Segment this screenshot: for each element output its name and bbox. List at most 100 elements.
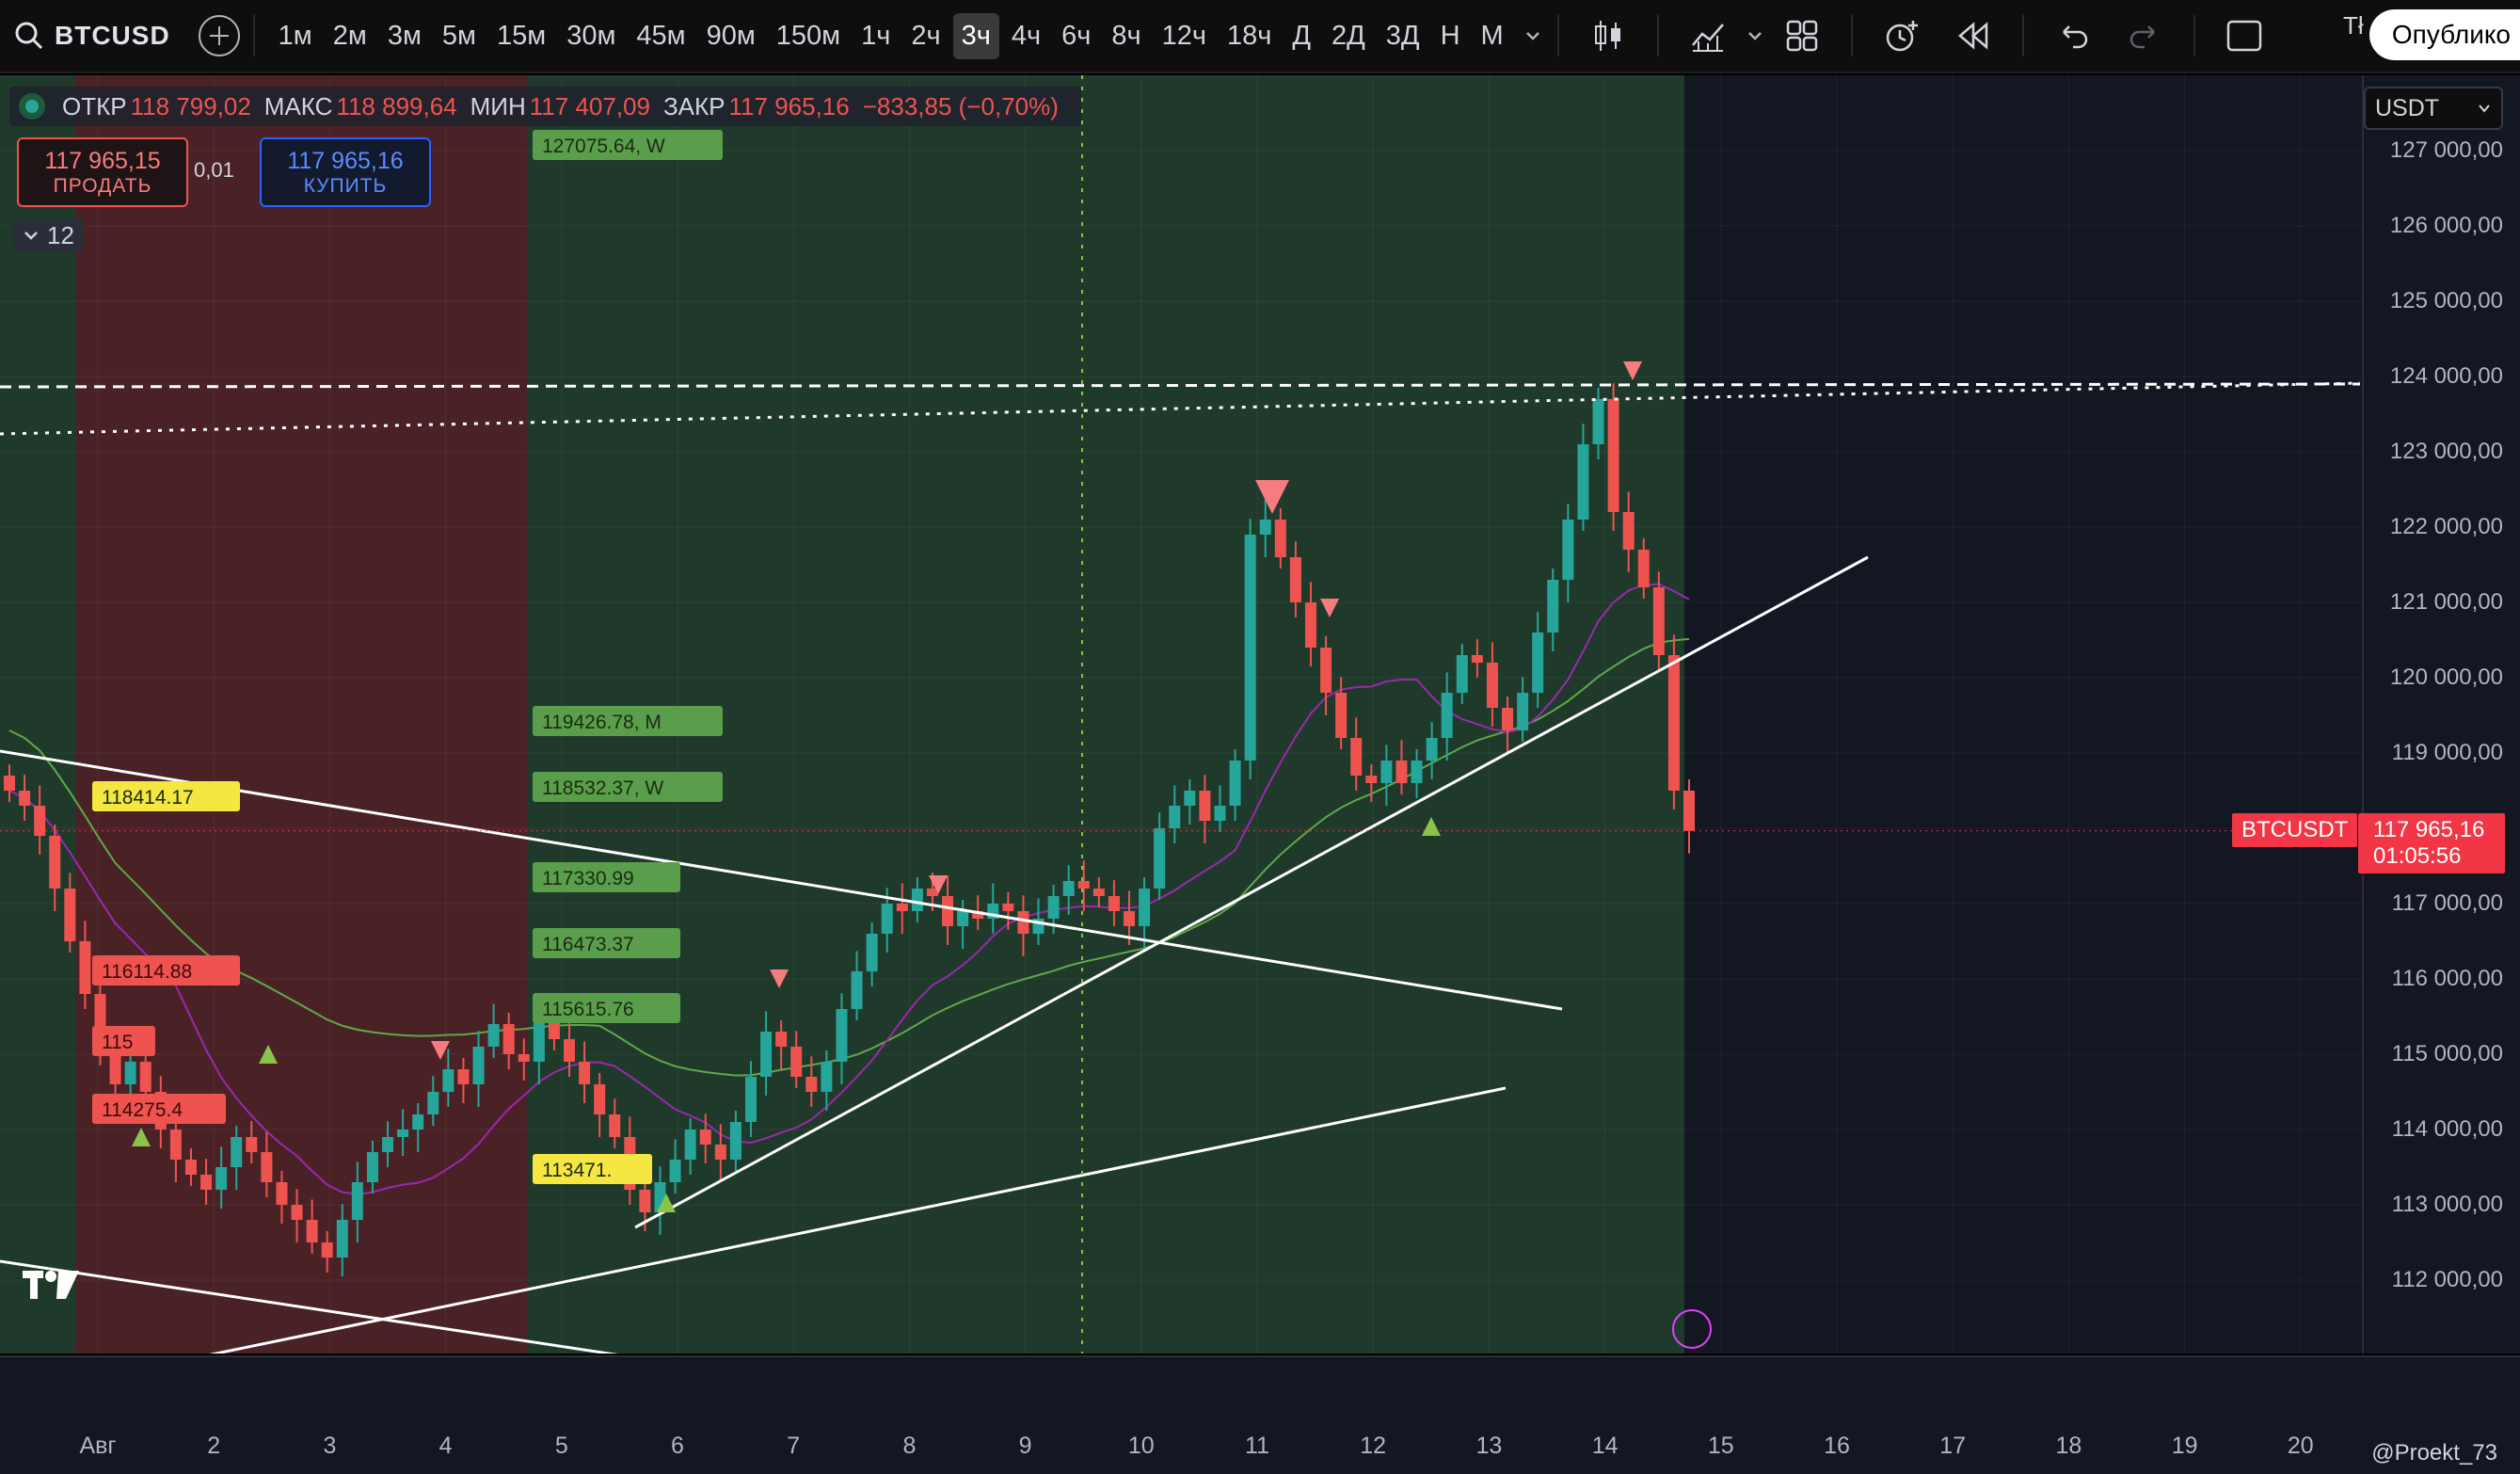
- interval-2[interactable]: 3м: [387, 20, 422, 51]
- interval-9[interactable]: 1ч: [861, 20, 891, 51]
- divider: [1656, 15, 1659, 56]
- candle-body: [1517, 693, 1529, 730]
- time-axis-label: 3: [323, 1433, 337, 1459]
- chevron-down-icon: [24, 232, 38, 240]
- interval-17[interactable]: Д: [1292, 20, 1312, 51]
- interval-6[interactable]: 45м: [636, 20, 686, 51]
- interval-3[interactable]: 5м: [441, 20, 476, 51]
- candle-body: [1304, 602, 1316, 648]
- time-axis-label: 11: [1245, 1433, 1269, 1459]
- price-axis[interactable]: 127 000,00 126 000,00 125 000,00 124 000,00…: [2362, 75, 2520, 1354]
- interval-21[interactable]: М: [1480, 20, 1504, 51]
- sell-price: 117 965,15: [44, 147, 161, 174]
- interval-1[interactable]: 2м: [332, 20, 367, 51]
- candle-body: [564, 1039, 575, 1062]
- candle-body: [533, 1017, 545, 1062]
- level-label: 127075.64, W: [542, 136, 665, 157]
- interval-10[interactable]: 2ч: [911, 20, 941, 51]
- currency-select[interactable]: USDT: [2364, 87, 2503, 130]
- candlestick-chart[interactable]: 127075.64, W 119426.78, M 118532.37, W 1173…: [0, 75, 2362, 1354]
- interval-19[interactable]: 3Д: [1385, 20, 1420, 51]
- open-label: ОТКР: [62, 91, 127, 120]
- symbol-search[interactable]: BTCUSD: [13, 20, 170, 52]
- candle-body: [1335, 693, 1348, 738]
- interval-12[interactable]: 4ч: [1011, 20, 1042, 51]
- low-label: МИН: [470, 91, 526, 120]
- top-toolbar: BTCUSD 1м 2м 3м 5м 15м 30м 45м 90м 150м 1ч 2ч 3ч 4ч 6…: [0, 0, 2520, 73]
- chevron-down-icon[interactable]: [1744, 24, 1766, 47]
- layouts-icon[interactable]: [1781, 15, 1823, 56]
- status-dot-icon: [19, 93, 45, 120]
- candle-body: [321, 1242, 333, 1258]
- indicators-collapse-button[interactable]: 12: [13, 218, 84, 252]
- watermark-text: @Proekt_73: [2371, 1440, 2497, 1466]
- interval-16[interactable]: 18ч: [1227, 20, 1272, 51]
- level-label: 118532.37, W: [542, 777, 663, 799]
- candle-body: [881, 904, 893, 934]
- interval-11[interactable]: 3ч: [952, 12, 999, 59]
- candle-body: [790, 1047, 803, 1077]
- red-zone: [75, 75, 527, 1354]
- interval-7[interactable]: 90м: [706, 20, 756, 51]
- candle-body: [1577, 444, 1589, 520]
- interval-20[interactable]: Н: [1440, 20, 1460, 51]
- open-value: 118 799,02: [130, 91, 251, 120]
- level-label-bg: [533, 130, 723, 160]
- buy-button[interactable]: 117 965,16 КУПИТЬ: [260, 137, 431, 207]
- price-axis-label: 119 000,00: [2391, 740, 2503, 765]
- interval-14[interactable]: 8ч: [1111, 20, 1141, 51]
- candle-body: [942, 896, 954, 926]
- spread-value: 0,01: [194, 158, 234, 182]
- bar-style-icon[interactable]: [1587, 15, 1629, 56]
- chevron-down-icon[interactable]: [1522, 24, 1544, 47]
- chevron-down-icon: [2479, 104, 2490, 113]
- price-axis-label: 117 000,00: [2391, 890, 2503, 916]
- candle-body: [246, 1137, 258, 1152]
- candle-body: [442, 1069, 455, 1092]
- undo-icon[interactable]: [2052, 15, 2094, 56]
- candle-body: [1456, 655, 1468, 693]
- interval-4[interactable]: 15м: [496, 20, 547, 51]
- interval-13[interactable]: 6ч: [1061, 20, 1092, 51]
- candle-body: [457, 1069, 470, 1084]
- time-axis-label: 8: [902, 1433, 917, 1459]
- price-axis-label: 112 000,00: [2391, 1267, 2503, 1292]
- alert-icon[interactable]: [1881, 15, 1922, 56]
- divider: [1850, 15, 1853, 56]
- interval-15[interactable]: 12ч: [1161, 20, 1206, 51]
- redo-icon[interactable]: [2124, 15, 2165, 56]
- toolbar-extra-label: Tł: [2343, 11, 2364, 40]
- interval-18[interactable]: 2Д: [1332, 20, 1365, 51]
- chart-pane[interactable]: 127075.64, W 119426.78, M 118532.37, W 1173…: [0, 75, 2362, 1354]
- level-label-bg: [533, 772, 723, 802]
- level-label-bg: [533, 862, 680, 892]
- candle-body: [1289, 557, 1301, 602]
- interval-8[interactable]: 150м: [775, 20, 841, 51]
- candle-body: [1471, 655, 1483, 663]
- time-axis[interactable]: @Proekt_73 Авг 2 3 4 5 6 7 8 9 10 11 12 13 14 15 16 17 18…: [0, 1271, 2520, 1474]
- interval-0[interactable]: 1м: [278, 20, 312, 51]
- last-price-tag: 117 965,16 01:05:56: [2358, 813, 2505, 873]
- add-symbol-icon[interactable]: [198, 15, 240, 56]
- candle-body: [1426, 738, 1438, 761]
- ohlc-legend: ОТКР 118 799,02 МАКС 118 899,64 МИН 117 407…: [9, 87, 1081, 126]
- candle-body: [1607, 399, 1619, 512]
- interval-5[interactable]: 30м: [566, 20, 616, 51]
- candle-body: [291, 1205, 303, 1220]
- green-zone: [0, 75, 75, 1354]
- level-label-bg: [92, 781, 240, 811]
- time-axis-label: 6: [671, 1433, 684, 1459]
- trend-line: [0, 1259, 618, 1354]
- price-axis-label: 123 000,00: [2389, 439, 2503, 464]
- interval-list: 1м 2м 3м 5м 15м 30м 45м 90м 150м 1ч 2ч 3ч 4ч 6ч 8ч 12ч 1…: [268, 12, 1514, 59]
- indicators-icon[interactable]: [1687, 15, 1729, 56]
- signal-marker: [1422, 817, 1441, 836]
- replay-icon[interactable]: [1953, 15, 1994, 56]
- sell-button[interactable]: 117 965,15 ПРОДАТЬ: [17, 137, 188, 207]
- fullscreen-icon[interactable]: [2224, 15, 2265, 56]
- signal-marker: [259, 1045, 278, 1064]
- candle-body: [19, 791, 31, 806]
- publish-button[interactable]: Опублико: [2368, 9, 2520, 60]
- ma-slow-line: [8, 637, 1690, 1077]
- candle-body: [579, 1062, 591, 1084]
